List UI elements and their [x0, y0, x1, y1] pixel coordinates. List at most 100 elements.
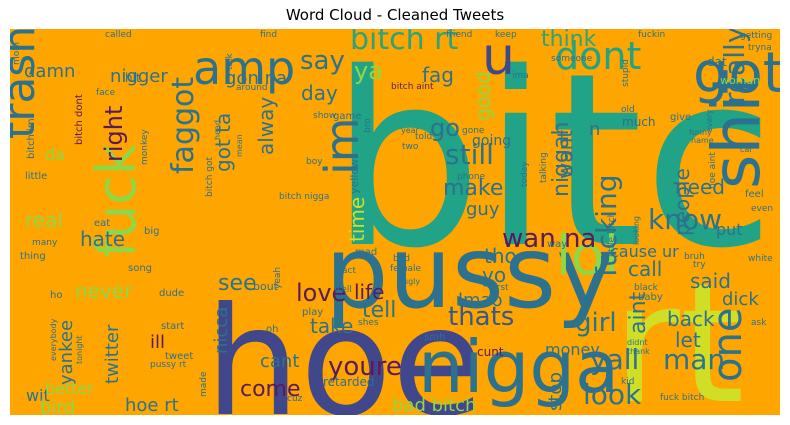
word-amp: amp — [193, 41, 295, 95]
word-put: put — [716, 220, 743, 239]
word-old: old — [621, 105, 635, 115]
word-shit: shit — [698, 69, 775, 189]
word-bro: bro — [363, 118, 373, 133]
word-pussy-rt: pussy rt — [150, 360, 187, 370]
word-girl: girl — [575, 308, 617, 338]
word-fuck: fuck — [85, 143, 148, 258]
word-good: good — [471, 71, 495, 121]
word-go: go — [430, 114, 460, 142]
word-boy: boy — [306, 157, 323, 167]
word-cuz: cuz — [287, 394, 303, 404]
word-hoe: hoe — [205, 276, 484, 415]
word-feel: feel — [745, 189, 764, 200]
word-mom: mom — [12, 42, 22, 65]
word-da: da — [45, 145, 65, 164]
word-ima: ima — [512, 71, 529, 81]
word-thing: thing — [20, 251, 46, 262]
word-bitch-nigga: bitch nigga — [279, 192, 329, 202]
word-yall: yall — [590, 343, 639, 376]
word-time: time — [345, 197, 369, 242]
word-thank: thank — [627, 347, 650, 356]
word-head: head — [213, 120, 222, 140]
word-faggot: faggot — [166, 77, 201, 174]
word-wit: wit — [26, 386, 50, 405]
word-think: think — [541, 29, 597, 52]
word-didnt: didnt — [627, 338, 648, 347]
word-yeah: yeah — [273, 267, 283, 289]
word-tweet: tweet — [165, 351, 193, 362]
word-dick: dick — [722, 289, 759, 310]
word-bitch-rt: bitch rt — [350, 29, 459, 57]
word-im: im — [315, 117, 369, 175]
word-want: want — [553, 130, 577, 179]
word-youre: youre — [328, 352, 402, 382]
word-kid: kid — [621, 377, 634, 387]
word-bitch-aint: bitch aint — [391, 82, 434, 92]
word-talking: talking — [539, 152, 549, 183]
word-man: man — [663, 343, 725, 376]
word-talk: talk — [225, 52, 235, 70]
word-way: way — [547, 239, 567, 250]
word-hate: hate — [80, 227, 125, 251]
word-bout: bout — [253, 280, 279, 293]
word-never: never — [75, 279, 133, 303]
word-bitch-im: bitch im — [26, 118, 37, 159]
word-around: around — [236, 83, 268, 93]
word-alway: alway — [254, 97, 278, 155]
word-cloud-words: bitchhoertpussyniggashitfucklolampugottr… — [10, 29, 780, 415]
word-much: much — [622, 115, 656, 129]
word-lmao: lmao — [458, 290, 503, 311]
word-year: year — [401, 126, 420, 135]
word-cant: cant — [260, 351, 299, 372]
word-got: got — [693, 41, 780, 106]
word-nicca: nicca — [211, 307, 232, 354]
word-bitch-dont: bitch dont — [74, 94, 85, 145]
word-cunt: cunt — [477, 345, 504, 359]
word-make: make — [443, 176, 503, 201]
word-aint: aint — [626, 291, 651, 334]
word-ugly: ugly — [403, 277, 420, 286]
word-every: every — [705, 109, 714, 132]
word-stupid: stupid — [621, 59, 631, 87]
word-gon-na: gon na — [225, 68, 287, 89]
word-told: told — [415, 132, 432, 142]
word-someone: someone — [551, 54, 593, 64]
word-going: going — [472, 133, 511, 149]
word-damn: damn — [24, 61, 75, 82]
word-today: today — [520, 161, 530, 187]
word-take: take — [310, 314, 353, 338]
word-hoe-aint: hoe aint — [708, 152, 718, 189]
word-stop: stop — [545, 372, 566, 411]
word-people: people — [670, 168, 694, 236]
word-fuckin: fuckin — [638, 30, 665, 40]
word-bitch: bitch — [330, 29, 780, 301]
word-dat: dat — [707, 55, 727, 69]
word-oh: oh — [266, 324, 278, 335]
word-well: well — [334, 285, 352, 295]
word-real: real — [25, 208, 63, 232]
word-still: still — [445, 138, 494, 171]
word-yo: yo — [482, 263, 506, 287]
word-yankee: yankee — [56, 320, 77, 385]
word-see: see — [218, 271, 257, 296]
word-bird: bird — [40, 397, 75, 415]
word-face: face — [96, 88, 116, 98]
word-black: black — [634, 283, 659, 293]
word-hit: hit — [125, 71, 141, 85]
word-nigga: nigga — [418, 325, 619, 409]
word-mean: mean — [235, 134, 244, 157]
word-act: act — [342, 266, 356, 276]
word-keep: keep — [495, 30, 517, 40]
word-made: made — [199, 371, 209, 397]
word-really: really — [718, 29, 751, 104]
word-everybody: everybody — [49, 318, 58, 361]
word-cloud-background — [10, 29, 780, 415]
word-thats: thats — [448, 302, 514, 332]
word-two: two — [402, 142, 419, 152]
word-lol: lol — [556, 224, 619, 287]
word-niggah: niggah — [549, 122, 574, 197]
word-bitch-got: bitch got — [205, 157, 215, 197]
word-nigger: nigger — [110, 66, 168, 87]
word-little-bitch: little bitch — [607, 212, 617, 257]
word-funny: funny — [689, 128, 712, 137]
